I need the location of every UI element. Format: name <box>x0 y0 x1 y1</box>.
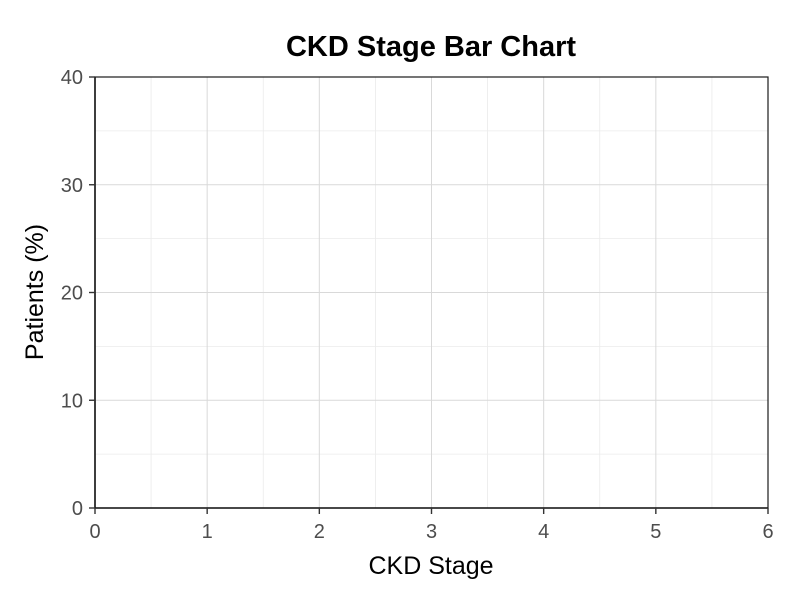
x-tick-label: 1 <box>202 521 213 543</box>
y-tick-label: 20 <box>61 283 83 305</box>
y-tick-label: 40 <box>61 67 83 89</box>
y-tick-label: 30 <box>61 175 83 197</box>
x-axis-label: CKD Stage <box>368 552 493 580</box>
x-tick-label: 5 <box>650 521 661 543</box>
x-tick-label: 4 <box>538 521 549 543</box>
y-axis-label: Patients (%) <box>21 224 49 360</box>
x-tick-label: 2 <box>314 521 325 543</box>
x-tick-label: 6 <box>762 521 773 543</box>
chart-title: CKD Stage Bar Chart <box>286 31 576 63</box>
x-tick-label: 3 <box>426 521 437 543</box>
grid <box>94 76 769 509</box>
y-tick-label: 10 <box>61 390 83 412</box>
x-tick-label: 0 <box>89 521 100 543</box>
x-axis-ticks: 0 1 2 3 4 5 6 <box>89 508 774 543</box>
y-axis-ticks: 0 10 20 30 40 <box>61 67 95 520</box>
y-tick-label: 0 <box>72 498 83 520</box>
